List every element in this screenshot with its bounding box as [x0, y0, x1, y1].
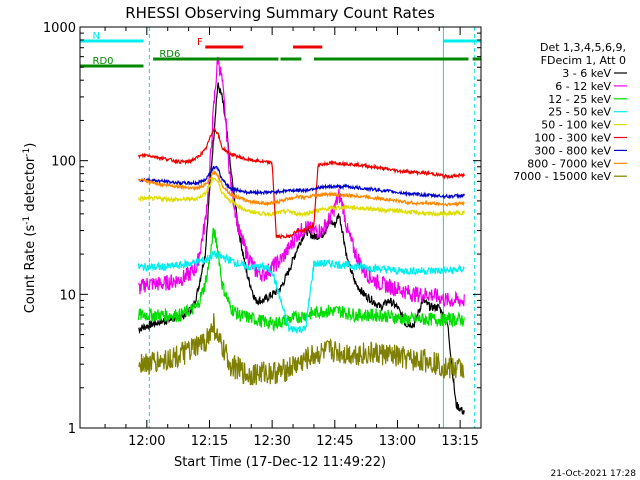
- series-line-50-100keV: [137, 176, 465, 218]
- flag-label-rd6: RD6: [159, 49, 180, 60]
- x-tick-label: 13:00: [379, 434, 416, 449]
- series-line-7000-15000keV: [138, 313, 465, 386]
- y-tick-label: 10: [59, 288, 76, 303]
- legend-header-line1: Det 1,3,4,5,6,9,: [540, 41, 626, 54]
- legend-entry-label: 300 - 800 keV: [534, 144, 611, 157]
- y-tick-label: 1: [68, 422, 76, 437]
- legend-entry-label: 50 - 100 keV: [541, 119, 611, 132]
- series-line-800-7000keV: [137, 170, 465, 208]
- legend-header-line2: FDecim 1, Att 0: [541, 54, 626, 67]
- chart-title: RHESSI Observing Summary Count Rates: [125, 4, 435, 22]
- series-line-25-50keV: [137, 250, 465, 334]
- y-tick-label: 1000: [43, 21, 76, 36]
- x-axis-label: Start Time (17-Dec-12 11:49:22): [174, 455, 386, 470]
- flag-label-rd0: RD0: [93, 56, 114, 67]
- x-tick-label: 13:15: [441, 434, 478, 449]
- series-line-6-12keV: [137, 56, 465, 308]
- flag-label-f: F: [197, 37, 203, 48]
- legend-entry-label: 7000 - 15000 keV: [513, 170, 611, 183]
- legend-entry-label: 800 - 7000 keV: [527, 157, 611, 170]
- series-line-12-25keV: [137, 227, 465, 333]
- y-axis-label: Count Rate (s-1 detector-1): [22, 143, 38, 314]
- x-tick-label: 12:00: [128, 434, 165, 449]
- legend-entry-label: 6 - 12 keV: [555, 80, 611, 93]
- legend: Det 1,3,4,5,6,9, FDecim 1, Att 0 3 - 6 k…: [513, 41, 627, 183]
- series-line-300-800keV: [138, 165, 465, 200]
- flag-label-n: N: [93, 31, 100, 42]
- legend-entry-label: 12 - 25 keV: [548, 93, 611, 106]
- legend-entry-label: 100 - 300 keV: [534, 132, 611, 145]
- legend-entry-label: 3 - 6 keV: [562, 67, 611, 80]
- footer-timestamp: 21-Oct-2021 17:28: [551, 469, 637, 479]
- legend-entry-label: 25 - 50 keV: [548, 106, 611, 119]
- plot-frame: [79, 26, 482, 429]
- x-tick-label: 12:30: [253, 434, 290, 449]
- series-line-100-300keV: [137, 126, 465, 240]
- y-tick-label: 100: [51, 155, 76, 170]
- x-tick-label: 12:15: [191, 434, 228, 449]
- x-tick-label: 12:45: [316, 434, 353, 449]
